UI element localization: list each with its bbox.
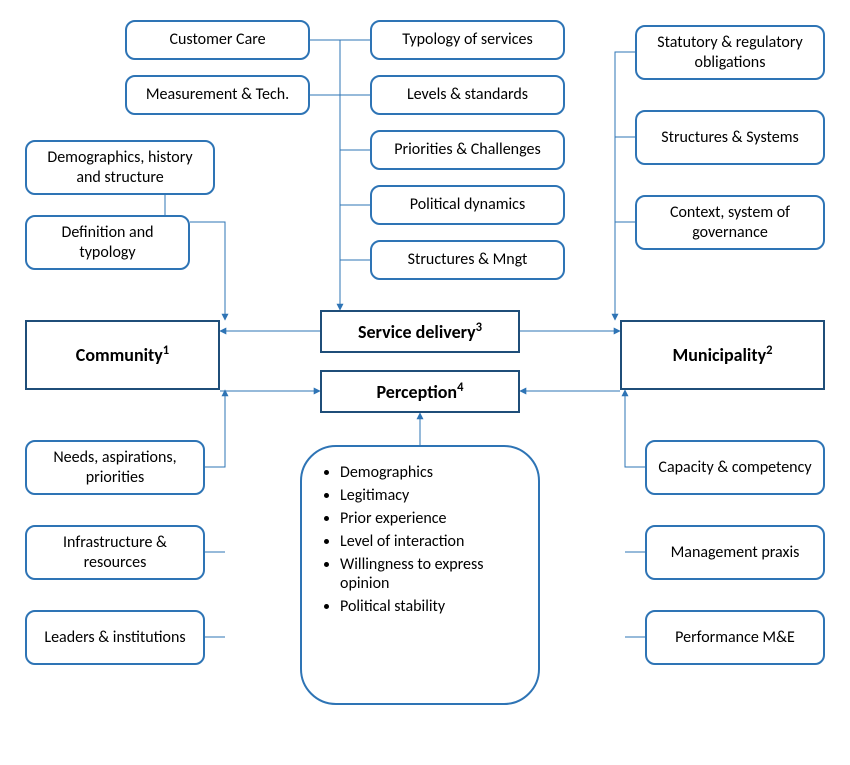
- perception-factor-item: Level of interaction: [340, 532, 522, 551]
- label: Typology of services: [402, 30, 532, 49]
- label: Performance M&E: [675, 628, 795, 647]
- node-typology-services: Typology of services: [370, 20, 565, 60]
- node-demographics: Demographics, history and structure: [25, 140, 215, 195]
- label: Statutory & regulatory obligations: [647, 33, 813, 71]
- label: Priorities & Challenges: [394, 140, 540, 159]
- node-needs: Needs, aspirations, priorities: [25, 440, 205, 495]
- node-performance-me: Performance M&E: [645, 610, 825, 665]
- perception-factor-item: Prior experience: [340, 509, 522, 528]
- node-leaders: Leaders & institutions: [25, 610, 205, 665]
- perception-factor-item: Legitimacy: [340, 486, 522, 505]
- core-perception-label: Perception: [377, 381, 458, 403]
- label: Infrastructure & resources: [37, 533, 193, 571]
- label: Needs, aspirations, priorities: [37, 448, 193, 486]
- label: Context, system of governance: [647, 203, 813, 241]
- node-infrastructure: Infrastructure & resources: [25, 525, 205, 580]
- core-service-delivery-sup: 3: [476, 320, 482, 335]
- diagram-canvas: Community1 Service delivery3 Perception4…: [0, 0, 850, 765]
- core-municipality-label: Municipality: [673, 344, 767, 366]
- perception-factors-box: Demographics Legitimacy Prior experience Le…: [300, 445, 540, 705]
- node-management-praxis: Management praxis: [645, 525, 825, 580]
- node-structures-mngt: Structures & Mngt: [370, 240, 565, 280]
- core-service-delivery-label: Service delivery: [358, 321, 476, 343]
- label: Structures & Mngt: [408, 250, 528, 269]
- perception-factor-item: Willingness to express opinion: [340, 555, 522, 593]
- node-priorities: Priorities & Challenges: [370, 130, 565, 170]
- core-municipality: Municipality2: [620, 320, 825, 390]
- core-perception: Perception4: [320, 370, 520, 413]
- perception-factors-list: Demographics Legitimacy Prior experience Le…: [322, 463, 522, 616]
- perception-factor-item: Demographics: [340, 463, 522, 482]
- label: Political dynamics: [410, 195, 525, 214]
- label: Structures & Systems: [661, 128, 798, 147]
- node-definition-typology: Definition and typology: [25, 215, 190, 270]
- node-levels-standards: Levels & standards: [370, 75, 565, 115]
- node-structures-systems: Structures & Systems: [635, 110, 825, 165]
- core-municipality-sup: 2: [766, 343, 772, 358]
- core-community: Community1: [25, 320, 220, 390]
- label: Capacity & competency: [658, 458, 811, 477]
- core-community-sup: 1: [163, 343, 169, 358]
- label: Levels & standards: [407, 85, 528, 104]
- core-service-delivery: Service delivery3: [320, 310, 520, 353]
- label: Definition and typology: [37, 223, 178, 261]
- perception-factor-item: Political stability: [340, 597, 522, 616]
- node-capacity: Capacity & competency: [645, 440, 825, 495]
- core-perception-sup: 4: [457, 380, 463, 395]
- label: Measurement & Tech.: [146, 85, 289, 104]
- label: Demographics, history and structure: [37, 148, 203, 186]
- label: Management praxis: [671, 543, 800, 562]
- core-community-label: Community: [76, 344, 163, 366]
- node-context-governance: Context, system of governance: [635, 195, 825, 250]
- label: Customer Care: [169, 30, 265, 49]
- node-customer-care: Customer Care: [125, 20, 310, 60]
- node-political-dynamics: Political dynamics: [370, 185, 565, 225]
- node-statutory: Statutory & regulatory obligations: [635, 25, 825, 80]
- label: Leaders & institutions: [44, 628, 185, 647]
- node-measurement-tech: Measurement & Tech.: [125, 75, 310, 115]
